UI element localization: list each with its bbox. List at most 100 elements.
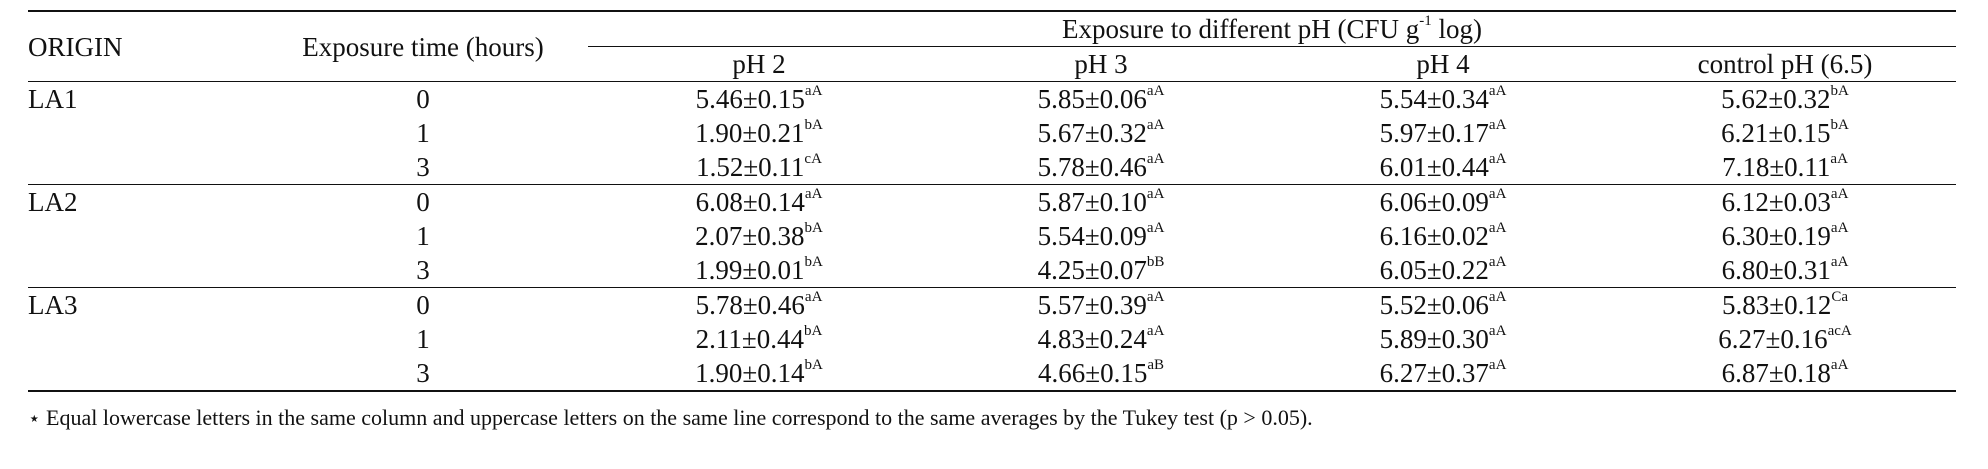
cell-letters: aA xyxy=(1830,220,1849,236)
cell-mean-sd: 5.52±0.06 xyxy=(1379,290,1489,320)
cell-origin xyxy=(28,356,258,392)
cell-mean-sd: 7.18±0.11 xyxy=(1722,152,1831,182)
cell-value: 1.90±0.14bA xyxy=(588,356,930,392)
table-row: 1 2.11±0.44bA 4.83±0.24aA 5.89±0.30aA 6.27±0… xyxy=(28,322,1956,356)
header-control: control pH (6.5) xyxy=(1697,49,1873,79)
cell-letters: aA xyxy=(1146,323,1165,339)
cell-value: 5.57±0.39aA xyxy=(930,287,1272,322)
cell-value: 1.52±0.11cA xyxy=(588,150,930,185)
cell-value: 6.05±0.22aA xyxy=(1272,253,1614,288)
table-row: LA2 0 6.08±0.14aA 5.87±0.10aA 6.06±0.09aA 6.1… xyxy=(28,184,1957,219)
cell-value: 5.54±0.34aA xyxy=(1272,81,1614,116)
cell-mean-sd: 5.54±0.34 xyxy=(1379,84,1489,114)
cell-time: 3 xyxy=(258,356,588,392)
cell-letters: bA xyxy=(1830,83,1849,99)
cell-value: 5.46±0.15aA xyxy=(588,81,930,116)
cell-origin: LA3 xyxy=(28,287,258,322)
cell-value: 6.87±0.18aA xyxy=(1614,356,1957,392)
header-exposure-ph-post: log) xyxy=(1431,14,1482,44)
cell-letters: aA xyxy=(1146,151,1165,167)
cell-value: 5.85±0.06aA xyxy=(930,81,1272,116)
cell-letters: aA xyxy=(804,289,823,305)
header-exposure-ph-sup: -1 xyxy=(1419,13,1432,29)
table-row: LA1 0 5.46±0.15aA 5.85±0.06aA 5.54±0.34aA 5.6… xyxy=(28,81,1957,116)
cell-value: 2.07±0.38bA xyxy=(588,219,930,253)
cell-letters: aA xyxy=(1488,83,1507,99)
cell-mean-sd: 6.16±0.02 xyxy=(1379,221,1489,251)
cell-letters: aA xyxy=(1146,186,1165,202)
cell-mean-sd: 2.11±0.44 xyxy=(695,324,804,354)
cell-mean-sd: 6.27±0.37 xyxy=(1379,358,1489,388)
cell-letters: aA xyxy=(1146,117,1165,133)
cell-mean-sd: 6.27±0.16 xyxy=(1718,324,1828,354)
cell-letters: Ca xyxy=(1831,289,1848,305)
cell-letters: aA xyxy=(1146,83,1165,99)
header-exposure-ph-pre: Exposure to different pH (CFU g xyxy=(1062,14,1420,44)
header-exposure-time: Exposure time (hours) xyxy=(258,10,588,82)
cell-time: 1 xyxy=(416,221,430,251)
cell-letters: aA xyxy=(804,83,823,99)
cell-value: 4.66±0.15aB xyxy=(930,356,1272,392)
cell-letters: aA xyxy=(1830,254,1849,270)
table-row: 1 1.90±0.21bA 5.67±0.32aA 5.97±0.17aA 6.21±0… xyxy=(28,116,1956,150)
cell-value: 2.11±0.44bA xyxy=(588,322,930,356)
footnote-text: Equal lowercase letters in the same colu… xyxy=(40,405,1313,430)
cell-value: 6.08±0.14aA xyxy=(588,184,930,219)
cell-mean-sd: 5.67±0.32 xyxy=(1037,118,1147,148)
cell-mean-sd: 6.87±0.18 xyxy=(1721,358,1831,388)
cell-value: 6.16±0.02aA xyxy=(1272,219,1614,253)
cell-letters: aA xyxy=(804,186,823,202)
cell-origin: LA2 xyxy=(28,184,258,219)
cell-letters: bA xyxy=(804,254,823,270)
results-table-wrapper: ORIGIN Exposure time (hours) Exposure to… xyxy=(28,10,1957,433)
cell-value: 4.83±0.24aA xyxy=(930,322,1272,356)
cell-value: 6.12±0.03aA xyxy=(1614,184,1957,219)
cell-value: 5.87±0.10aA xyxy=(930,184,1272,219)
cell-value: 6.21±0.15bA xyxy=(1614,116,1956,150)
cell-letters: cA xyxy=(804,151,822,167)
cell-mean-sd: 4.66±0.15 xyxy=(1038,358,1148,388)
cell-letters: aA xyxy=(1488,289,1507,305)
cell-value: 5.67±0.32aA xyxy=(930,116,1272,150)
cell-letters: bA xyxy=(804,357,823,373)
cell-value: 4.25±0.07bB xyxy=(930,253,1272,288)
cell-value: 5.97±0.17aA xyxy=(1272,116,1614,150)
cell-time: 1 xyxy=(416,118,430,148)
cell-mean-sd: 6.80±0.31 xyxy=(1721,255,1831,285)
cell-mean-sd: 1.90±0.21 xyxy=(695,118,805,148)
cell-time: 0 xyxy=(258,184,588,219)
cell-letters: bA xyxy=(804,220,823,236)
cell-origin: LA1 xyxy=(28,81,258,116)
table-row: 3 1.90±0.14bA 4.66±0.15aB 6.27±0.37aA 6.87±0… xyxy=(28,356,1957,392)
cell-value: 5.54±0.09aA xyxy=(930,219,1272,253)
cell-letters: aB xyxy=(1147,357,1164,373)
cell-mean-sd: 4.83±0.24 xyxy=(1037,324,1147,354)
cell-origin xyxy=(28,116,258,150)
cell-mean-sd: 5.46±0.15 xyxy=(695,84,805,114)
cell-letters: aA xyxy=(1488,186,1507,202)
header-ph3: pH 3 xyxy=(1074,49,1128,79)
cell-value: 1.99±0.01bA xyxy=(588,253,930,288)
cell-origin xyxy=(28,150,258,185)
cell-letters: bA xyxy=(1830,117,1849,133)
cell-letters: aA xyxy=(1488,323,1507,339)
cell-value: 7.18±0.11aA xyxy=(1614,150,1956,185)
cell-mean-sd: 5.78±0.46 xyxy=(1037,152,1147,182)
cell-mean-sd: 5.78±0.46 xyxy=(695,290,805,320)
cell-value: 6.06±0.09aA xyxy=(1272,184,1614,219)
cell-letters: aA xyxy=(1488,220,1507,236)
cell-value: 5.83±0.12Ca xyxy=(1614,287,1957,322)
cell-value: 5.78±0.46aA xyxy=(930,150,1272,185)
cell-letters: bA xyxy=(803,323,823,339)
cell-time: 0 xyxy=(258,81,588,116)
cell-origin xyxy=(28,322,258,356)
header-ph2: pH 2 xyxy=(732,49,786,79)
cell-time: 3 xyxy=(416,152,430,182)
cell-mean-sd: 5.87±0.10 xyxy=(1037,187,1147,217)
cell-letters: acA xyxy=(1827,323,1852,339)
cell-mean-sd: 5.83±0.12 xyxy=(1722,290,1832,320)
header-ph4: pH 4 xyxy=(1416,49,1470,79)
cell-mean-sd: 5.97±0.17 xyxy=(1379,118,1489,148)
cell-value: 5.62±0.32bA xyxy=(1614,81,1957,116)
cell-mean-sd: 6.05±0.22 xyxy=(1379,255,1489,285)
